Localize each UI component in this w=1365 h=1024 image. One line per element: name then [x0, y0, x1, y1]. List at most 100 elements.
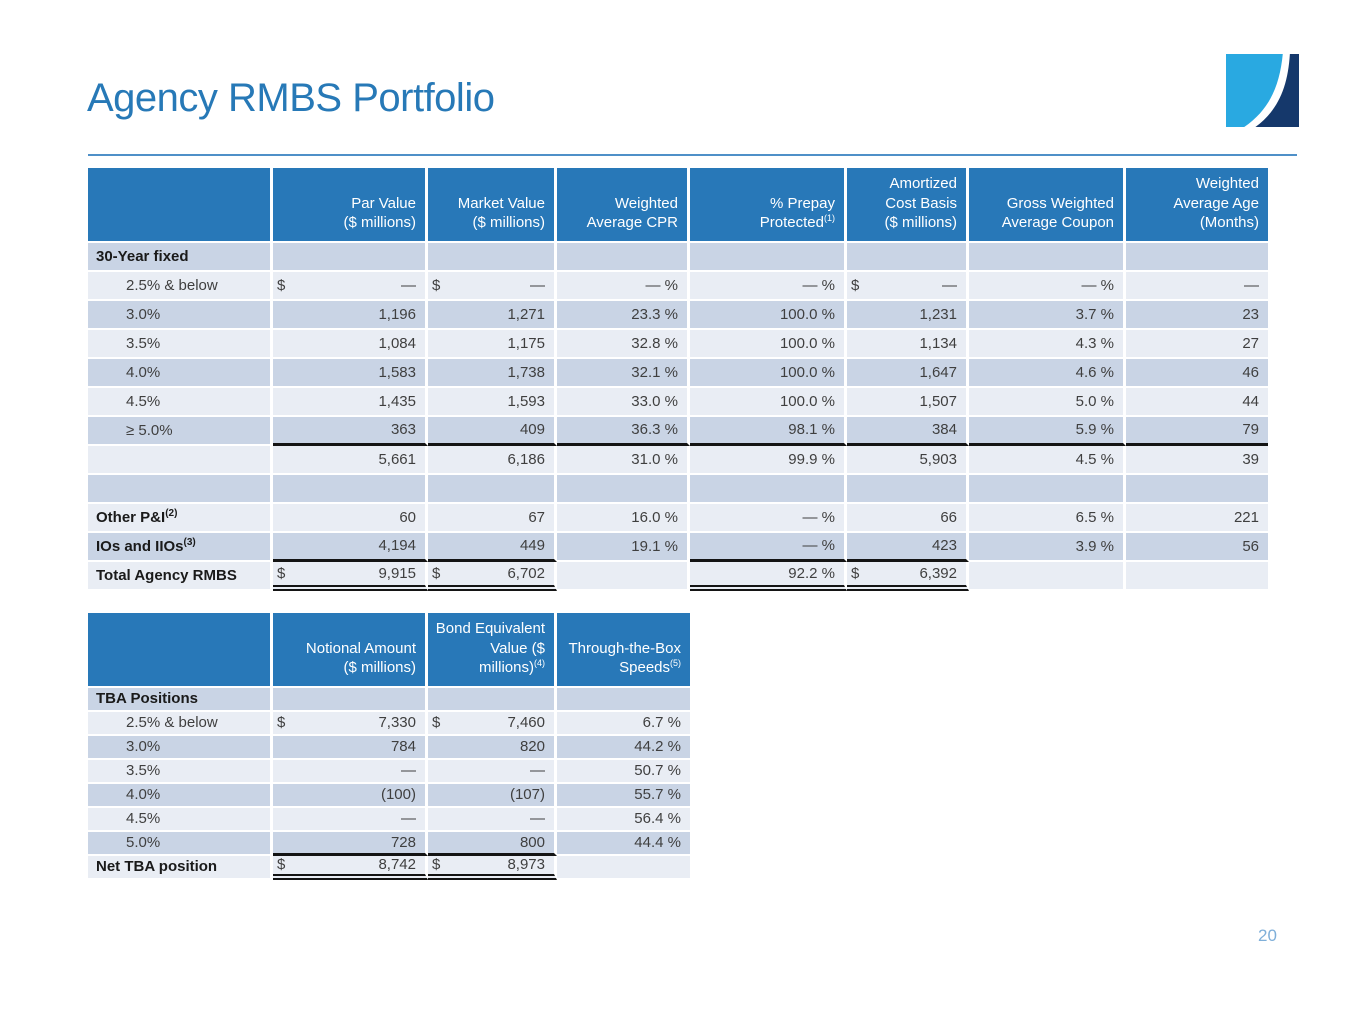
table-cell: 46	[1126, 358, 1268, 388]
row-label: 2.5% & below	[88, 271, 273, 301]
row-label: Other P&I(2)	[88, 503, 273, 533]
table-cell: 44.2 %	[557, 735, 690, 760]
table-row: TBA Positions	[88, 687, 690, 712]
table-cell: $ —	[428, 271, 557, 301]
table-row: 4.0% 1,583 1,738 32.1 % 100.0 % 1,647 4.6 % 46	[88, 358, 1268, 388]
table-cell: 6,186	[428, 445, 557, 475]
table-cell: 60	[273, 503, 428, 533]
table-cell: 16.0 %	[557, 503, 690, 533]
table-cell: 31.0 %	[557, 445, 690, 475]
table-cell	[428, 242, 557, 272]
table-cell: 820	[428, 735, 557, 760]
table-cell: 4.3 %	[969, 329, 1126, 359]
table-cell	[1126, 242, 1268, 272]
table-row: Other P&I(2) 60 67 16.0 % — % 66 6.5 % 221	[88, 503, 1268, 533]
header-row: Par Value ($ millions) Market Value ($ mill…	[88, 168, 1268, 243]
table-cell: 39	[1126, 445, 1268, 475]
table-cell: 50.7 %	[557, 759, 690, 784]
row-label: Net TBA position	[88, 855, 273, 880]
table-cell	[969, 474, 1126, 504]
column-header	[88, 168, 273, 243]
row-label: 3.5%	[88, 759, 273, 784]
table-cell: — %	[557, 271, 690, 301]
table-row: IOs and IIOs(3) 4,194 449 19.1 % — % 423 3.9 %…	[88, 532, 1268, 562]
table-cell: $9,915	[273, 561, 428, 591]
table-row: 4.0% (100) (107) 55.7 %	[88, 783, 690, 808]
table-row	[88, 474, 1268, 504]
table-cell: —	[428, 759, 557, 784]
table-cell: 98.1 %	[690, 416, 847, 446]
table-cell: 67	[428, 503, 557, 533]
table-cell: 6.7 %	[557, 711, 690, 736]
table-row: 3.0% 1,196 1,271 23.3 % 100.0 % 1,231 3.7 % 23	[88, 300, 1268, 330]
row-label: TBA Positions	[88, 687, 273, 712]
row-label: 2.5% & below	[88, 711, 273, 736]
table-cell	[1126, 561, 1268, 591]
table-row: Total Agency RMBS $9,915 $6,702 92.2 % $6,39…	[88, 561, 1268, 591]
table-row: 2.5% & below $7,330 $7,460 6.7 %	[88, 711, 690, 736]
row-label: ≥ 5.0%	[88, 416, 273, 446]
table-cell: 36.3 %	[557, 416, 690, 446]
table-cell: 1,084	[273, 329, 428, 359]
table-cell: 4,194	[273, 532, 428, 562]
table-cell: $6,702	[428, 561, 557, 591]
table-cell: — %	[690, 503, 847, 533]
table-cell: 221	[1126, 503, 1268, 533]
table-cell: 5,661	[273, 445, 428, 475]
table-cell	[847, 474, 969, 504]
table-cell: 784	[273, 735, 428, 760]
row-label: 4.0%	[88, 783, 273, 808]
table-row: Net TBA position $8,742 $8,973	[88, 855, 690, 880]
table-cell: 1,647	[847, 358, 969, 388]
table-cell	[273, 687, 428, 712]
table-cell: 5,903	[847, 445, 969, 475]
column-header: Gross Weighted Average Coupon	[969, 168, 1126, 243]
table-cell: 728	[273, 831, 428, 856]
table-row: ≥ 5.0% 363 409 36.3 % 98.1 % 384 5.9 % 79	[88, 416, 1268, 446]
table-cell: 1,271	[428, 300, 557, 330]
table-cell: 1,231	[847, 300, 969, 330]
table-cell: 800	[428, 831, 557, 856]
table-cell	[1126, 474, 1268, 504]
table-cell: 56	[1126, 532, 1268, 562]
table-row: 3.5% 1,084 1,175 32.8 % 100.0 % 1,134 4.3 % 27	[88, 329, 1268, 359]
table-cell: 79	[1126, 416, 1268, 446]
table-cell: 100.0 %	[690, 387, 847, 417]
table-cell: 5.9 %	[969, 416, 1126, 446]
table-cell: 1,134	[847, 329, 969, 359]
table-cell: 23.3 %	[557, 300, 690, 330]
row-label: Total Agency RMBS	[88, 561, 273, 591]
table-cell: $ —	[273, 271, 428, 301]
row-label: 3.0%	[88, 735, 273, 760]
table-cell	[969, 561, 1126, 591]
table-cell: 6.5 %	[969, 503, 1126, 533]
table-cell: 19.1 %	[557, 532, 690, 562]
table-cell: 423	[847, 532, 969, 562]
table-cell	[273, 242, 428, 272]
table-row: 3.5% — —50.7 %	[88, 759, 690, 784]
table-cell	[557, 561, 690, 591]
company-logo-icon	[1226, 54, 1299, 127]
row-label: 3.5%	[88, 329, 273, 359]
header-row: Notional Amount ($ millions) Bond Equivale…	[88, 613, 690, 688]
table-cell	[557, 474, 690, 504]
row-label: 30-Year fixed	[88, 242, 273, 272]
page-title: Agency RMBS Portfolio	[87, 76, 495, 120]
table-cell	[690, 242, 847, 272]
row-label: 5.0%	[88, 831, 273, 856]
table-cell: $ —	[847, 271, 969, 301]
table-cell: 363	[273, 416, 428, 446]
table-cell: 55.7 %	[557, 783, 690, 808]
table-cell: 100.0 %	[690, 358, 847, 388]
table-cell: 5.0 %	[969, 387, 1126, 417]
table-cell: —	[428, 807, 557, 832]
table-cell: 1,593	[428, 387, 557, 417]
table-cell: 56.4 %	[557, 807, 690, 832]
table-cell: 27	[1126, 329, 1268, 359]
column-header: Par Value ($ millions)	[273, 168, 428, 243]
column-header: Amortized Cost Basis ($ millions)	[847, 168, 969, 243]
table-row: 30-Year fixed	[88, 242, 1268, 272]
row-label: IOs and IIOs(3)	[88, 532, 273, 562]
table-cell	[969, 242, 1126, 272]
